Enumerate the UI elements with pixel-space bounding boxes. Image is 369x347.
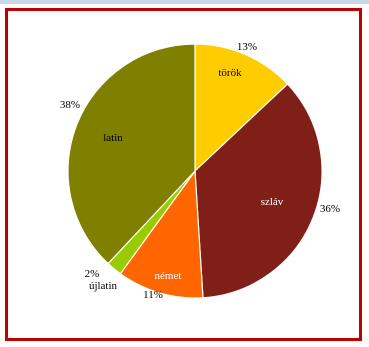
slice-percent-label: 11% <box>143 289 163 301</box>
slice-name-label: szláv <box>261 196 284 208</box>
slice-percent-label: 13% <box>237 41 257 53</box>
slice-name-label: újlatin <box>89 280 118 292</box>
slice-percent-label: 2% <box>85 268 100 280</box>
slice-percent-label: 38% <box>60 99 80 111</box>
slice-percent-label: 36% <box>320 203 340 215</box>
slice-name-label: török <box>218 67 242 79</box>
slice-name-label: latin <box>103 132 123 144</box>
slice-name-label: német <box>155 270 182 282</box>
pie-slices <box>68 44 322 298</box>
